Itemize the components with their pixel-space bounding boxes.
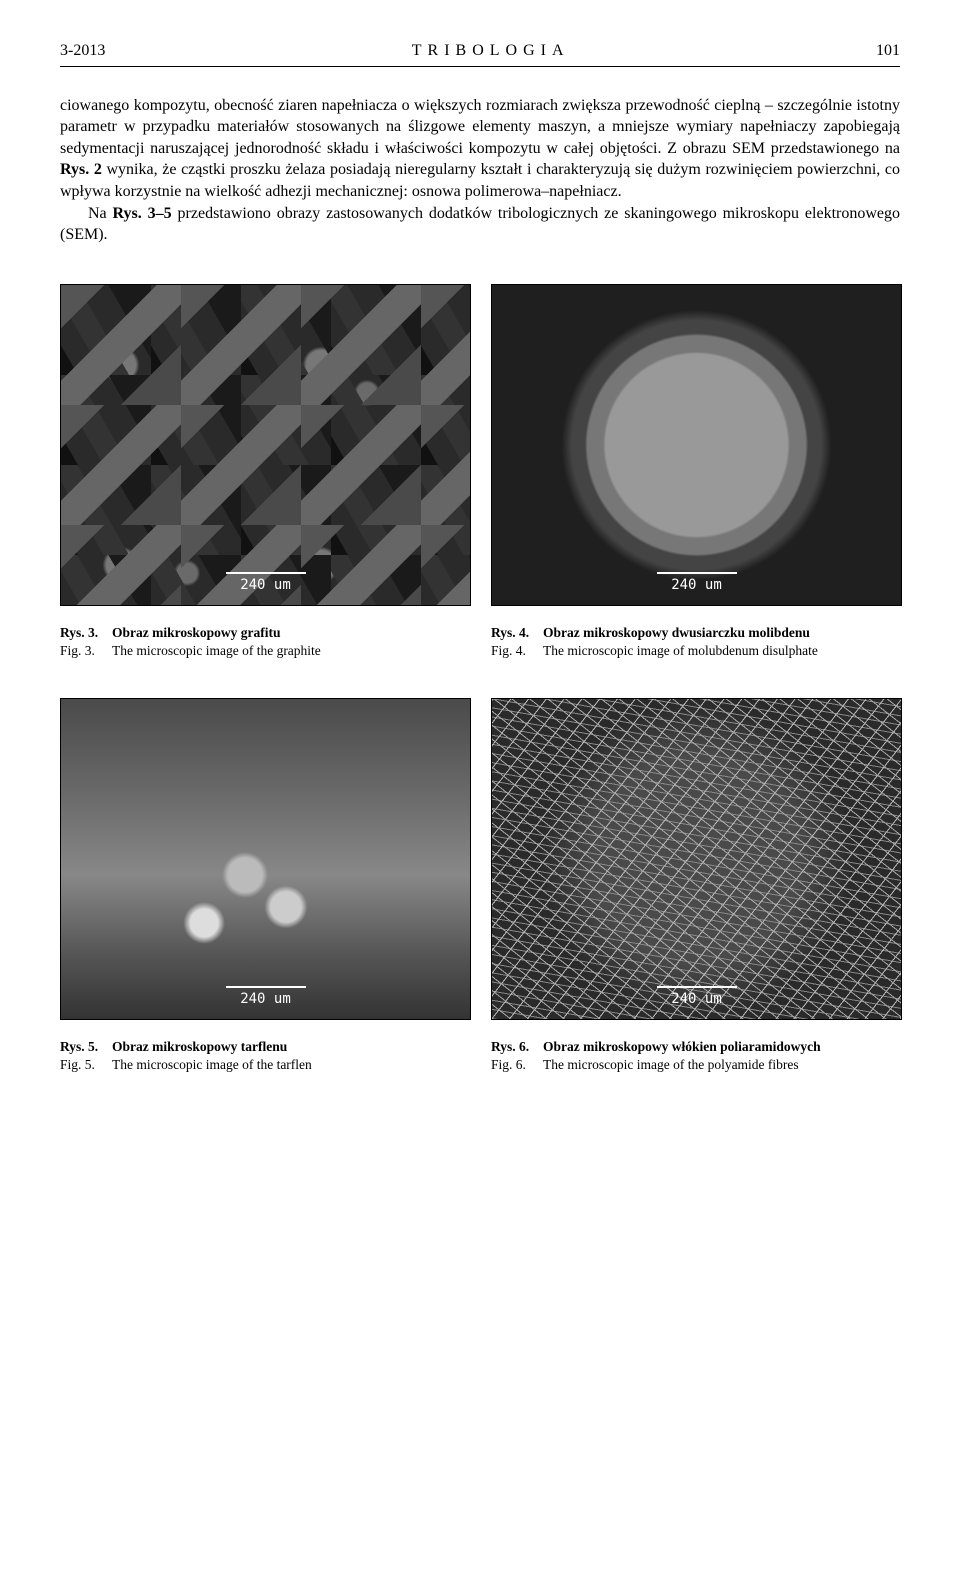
figure-4-caption: Rys. 4. Obraz mikroskopowy dwusiarczku m…	[491, 624, 900, 660]
sem-image-graphite: 240 um	[60, 284, 471, 606]
scale-bar: 240 um	[226, 572, 306, 595]
header-left: 3-2013	[60, 40, 105, 62]
sem-image-mos2: 240 um	[491, 284, 902, 606]
figure-row-1: 240 um 240 um	[60, 284, 900, 606]
caption-tag: Rys. 5.	[60, 1038, 112, 1056]
body-paragraph-1: ciowanego kompozytu, obecność ziaren nap…	[60, 95, 900, 203]
scale-label: 240 um	[240, 576, 291, 595]
figure-4-column: 240 um	[491, 284, 900, 606]
scale-bar: 240 um	[657, 572, 737, 595]
header-center: TRIBOLOGIA	[412, 40, 570, 62]
caption-text: The microscopic image of the graphite	[112, 642, 321, 660]
figure-3-caption: Rys. 3. Obraz mikroskopowy grafitu Fig. …	[60, 624, 469, 660]
figure-5-caption: Rys. 5. Obraz mikroskopowy tarflenu Fig.…	[60, 1038, 469, 1074]
caption-text: Obraz mikroskopowy tarflenu	[112, 1038, 287, 1056]
sem-image-fibres: 240 um	[491, 698, 902, 1020]
figure-6-column: 240 um	[491, 698, 900, 1020]
caption-row-1: Rys. 3. Obraz mikroskopowy grafitu Fig. …	[60, 624, 900, 660]
figure-row-2: 240 um 240 um	[60, 698, 900, 1020]
figure-5-column: 240 um	[60, 698, 469, 1020]
caption-tag: Rys. 3.	[60, 624, 112, 642]
sem-image-tarflen: 240 um	[60, 698, 471, 1020]
caption-text: Obraz mikroskopowy włókien poliaramidowy…	[543, 1038, 821, 1056]
scale-bar: 240 um	[226, 986, 306, 1009]
caption-text: Obraz mikroskopowy dwusiarczku molibdenu	[543, 624, 810, 642]
scale-label: 240 um	[240, 990, 291, 1009]
figure-6-caption: Rys. 6. Obraz mikroskopowy włókien polia…	[491, 1038, 900, 1074]
caption-text: The microscopic image of molubdenum disu…	[543, 642, 818, 660]
caption-tag: Fig. 4.	[491, 642, 543, 660]
caption-tag: Fig. 6.	[491, 1056, 543, 1074]
scale-label: 240 um	[671, 990, 722, 1009]
scale-label: 240 um	[671, 576, 722, 595]
scale-bar: 240 um	[657, 986, 737, 1009]
body-paragraph-2: Na Rys. 3–5 przedstawiono obrazy zastoso…	[60, 203, 900, 246]
caption-tag: Rys. 6.	[491, 1038, 543, 1056]
caption-text: The microscopic image of the polyamide f…	[543, 1056, 799, 1074]
caption-text: Obraz mikroskopowy grafitu	[112, 624, 281, 642]
caption-text: The microscopic image of the tarflen	[112, 1056, 312, 1074]
caption-tag: Fig. 3.	[60, 642, 112, 660]
caption-row-2: Rys. 5. Obraz mikroskopowy tarflenu Fig.…	[60, 1038, 900, 1074]
figure-3-column: 240 um	[60, 284, 469, 606]
caption-tag: Fig. 5.	[60, 1056, 112, 1074]
caption-tag: Rys. 4.	[491, 624, 543, 642]
page-header: 3-2013 TRIBOLOGIA 101	[60, 40, 900, 67]
header-right: 101	[876, 40, 900, 62]
